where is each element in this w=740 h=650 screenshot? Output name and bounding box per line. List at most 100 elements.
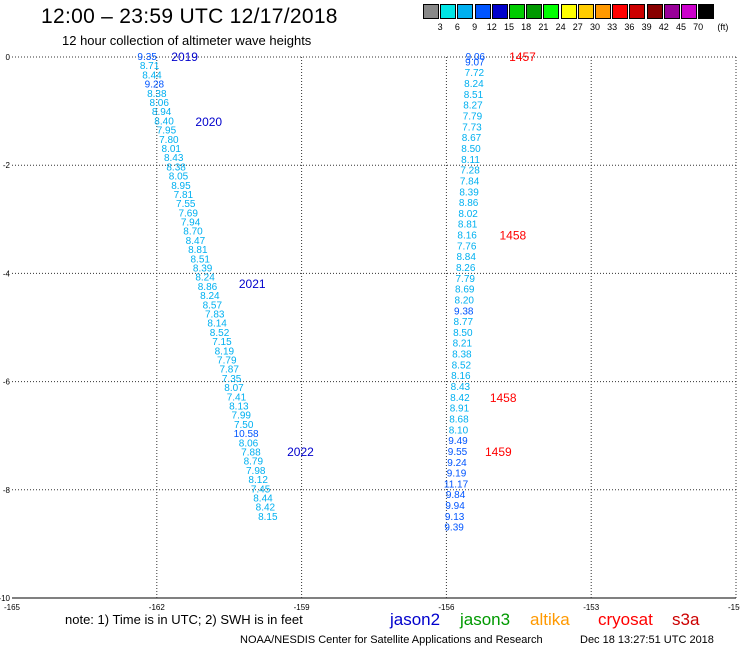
wave-height-point: 8.38 (452, 350, 472, 361)
wave-height-point: 8.16 (451, 371, 471, 382)
legend-label: 15 (503, 22, 514, 32)
wave-height-point: 8.71 (140, 61, 160, 72)
legend-swatch (595, 4, 611, 19)
lon-tick-label: -165 (4, 603, 21, 612)
wave-height-point: 8.94 (152, 107, 172, 118)
wave-height-point: 9.84 (446, 490, 466, 501)
pass-time-label: 2019 (171, 50, 198, 64)
wave-height-point: 8.43 (164, 153, 184, 164)
lon-tick-label: -153 (583, 603, 600, 612)
legend-swatch (612, 4, 629, 19)
lat-tick-label: -10 (0, 594, 11, 603)
wave-height-point: 7.55 (176, 199, 196, 210)
legend-swatch (698, 4, 715, 19)
wave-height-point: 8.47 (186, 236, 206, 247)
wave-height-point: 8.06 (149, 98, 169, 109)
pass-time-label: 2021 (239, 277, 266, 291)
wave-height-point: 8.06 (239, 438, 259, 449)
legend-swatch (526, 4, 543, 19)
wave-height-point: 8.77 (454, 317, 474, 328)
wave-height-point: 9.13 (445, 512, 465, 523)
wave-height-point: 7.50 (234, 420, 254, 431)
wave-height-point: 7.76 (457, 241, 477, 252)
wave-height-point: 8.42 (450, 393, 470, 404)
legend-swatch (560, 4, 577, 19)
wave-height-point: 8.38 (147, 89, 167, 100)
legend-label: 24 (555, 22, 566, 32)
wave-height-point: 7.41 (227, 392, 247, 403)
wave-height-point: 7.94 (181, 218, 201, 229)
wave-height-point: 7.88 (241, 447, 261, 458)
legend-label: 33 (607, 22, 618, 32)
map-title: 12:00 – 23:59 UTC 12/17/2018 (41, 5, 338, 28)
wave-height-point: 7.28 (460, 166, 480, 177)
satellite-legend-jason2: jason2 (390, 610, 441, 629)
legend-label: 21 (538, 22, 549, 32)
legend-label: 30 (589, 22, 600, 32)
legend-label: 3 (437, 22, 443, 32)
map-subtitle: 12 hour collection of altimeter wave hei… (62, 33, 312, 48)
pass-time-label: 2022 (287, 445, 314, 459)
legend-label: 42 (658, 22, 669, 32)
wave-height-point: 8.15 (258, 512, 278, 523)
legend-swatch (577, 4, 594, 19)
wave-height-point: 8.81 (458, 220, 478, 231)
legend-label: 39 (641, 22, 652, 32)
satellite-legend-altika: altika (530, 610, 570, 629)
wave-height-point: 7.79 (455, 274, 475, 285)
wave-height-point: 8.50 (461, 144, 481, 155)
wave-height-point: 8.16 (457, 231, 477, 242)
legend-label: 45 (675, 22, 686, 32)
credit-line: NOAA/NESDIS Center for Satellite Applica… (240, 634, 543, 646)
satellite-legend-jason3: jason3 (460, 610, 511, 629)
generation-timestamp: Dec 18 13:27:51 UTC 2018 (580, 634, 714, 646)
legend-swatch (543, 4, 560, 19)
wave-height-point: 9.19 (447, 469, 467, 480)
wave-height-point: 8.24 (195, 273, 215, 284)
wave-height-point: 7.95 (157, 126, 177, 137)
lat-tick-label: -2 (3, 161, 11, 170)
wave-height-point: 8.91 (450, 404, 470, 415)
wave-height-point: 8.50 (453, 328, 473, 339)
wave-height-point: 8.43 (451, 382, 471, 393)
legend-swatch (491, 4, 508, 19)
wave-height-point: 7.80 (159, 135, 179, 146)
wave-height-point: 7.72 (465, 68, 485, 79)
wave-height-point: 8.42 (256, 503, 276, 514)
wave-height-point: 7.73 (462, 122, 482, 133)
legend-label: 12 (486, 22, 497, 32)
wave-height-point: 8.44 (142, 70, 162, 81)
legend-swatch (681, 4, 697, 19)
wave-height-point: 8.26 (456, 263, 476, 274)
pass-time-label: 1458 (490, 391, 517, 405)
wave-height-point: 8.39 (459, 187, 479, 198)
wave-height-point: 8.70 (183, 227, 203, 238)
legend-label: 27 (572, 22, 583, 32)
legend-label: 18 (521, 22, 532, 32)
wave-height-point: 8.11 (461, 155, 480, 166)
legend-swatch (474, 4, 491, 19)
wave-height-point: 8.79 (244, 457, 264, 468)
wave-height-point: 10.58 (234, 429, 259, 440)
legend-swatch (663, 4, 680, 19)
wave-height-point: 8.86 (459, 198, 479, 209)
wave-height-point: 8.01 (162, 144, 182, 155)
legend-label: 9 (472, 22, 478, 32)
legend-swatch (440, 4, 457, 19)
wave-height-point: 8.38 (166, 162, 186, 173)
wave-height-point: 8.86 (198, 282, 218, 293)
wave-height-point: 7.87 (219, 365, 239, 376)
pass-time-label: 2020 (195, 115, 222, 129)
wave-height-point: 8.20 (455, 295, 475, 306)
lon-tick-label: -162 (149, 603, 166, 612)
wave-height-point: 8.07 (224, 383, 244, 394)
wave-height-point: 8.52 (452, 360, 472, 371)
wave-height-point: 11.17 (444, 479, 469, 490)
wave-height-point: 8.10 (449, 425, 469, 436)
wave-height-point: 7.69 (178, 208, 198, 219)
wave-height-point: 8.21 (453, 339, 473, 350)
wave-height-point: 8.39 (193, 264, 213, 275)
wave-height-point: 8.02 (458, 209, 478, 220)
wave-height-point: 9.55 (448, 447, 468, 458)
